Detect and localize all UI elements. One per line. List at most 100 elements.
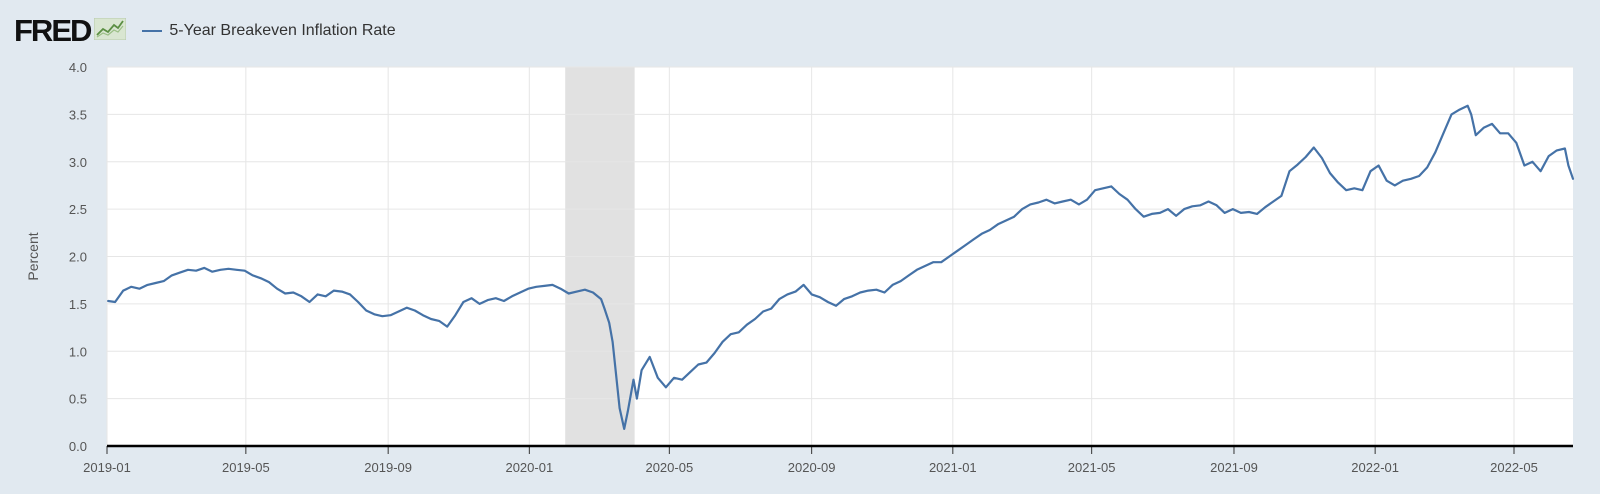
data-point [495,297,497,300]
data-point [810,293,813,296]
x-tick-label: 2022-01 [1351,460,1399,475]
data-point [162,280,165,282]
data-point [511,295,513,298]
y-tick-label: 3.5 [69,107,87,122]
data-point [636,397,638,400]
data-point [430,318,432,320]
data-point [673,377,675,379]
data-point [1272,200,1275,203]
data-point [543,285,546,287]
data-point [859,291,861,294]
data-point [1475,134,1477,136]
data-point [932,261,934,264]
data-point [1280,195,1283,197]
data-point [260,277,262,280]
data-point [1321,157,1323,159]
data-point [721,341,724,343]
data-point [778,298,781,300]
x-axis-tick-labels: 2019-01 2019-05 2019-09 2020-01 2020-05 2020-… [83,446,1538,475]
data-point [883,291,886,294]
data-point [1329,172,1331,174]
data-point [1564,147,1566,150]
data-point [1061,200,1064,203]
data-point [1466,105,1469,107]
data-point [1021,208,1023,210]
data-point [916,269,918,271]
data-point [535,286,538,288]
data-point [997,223,999,226]
legend-line-swatch [142,30,163,32]
y-axis-label: Percent [25,232,41,280]
chart-legend[interactable]: 5-Year Breakeven Inflation Rate [142,22,396,40]
data-point [618,407,621,409]
data-point [576,290,578,293]
data-point [738,331,740,334]
data-point [867,289,870,292]
data-point [1394,184,1396,187]
data-point [1385,179,1388,182]
data-point [519,291,521,294]
data-point [1151,213,1153,215]
data-point [989,229,991,231]
fred-logo-text: FRED [14,12,92,48]
data-point [1142,215,1145,218]
data-point [227,268,230,270]
data-point [171,274,173,277]
data-point [276,287,278,290]
data-point [827,301,829,303]
data-point [697,363,700,366]
x-tick-label: 2022-05 [1490,460,1538,475]
x-tick-label: 2021-05 [1068,460,1116,475]
data-point [405,306,408,309]
data-point [1572,178,1574,180]
data-point [107,300,109,302]
data-point [802,284,805,286]
data-point [611,341,614,343]
data-point [584,288,586,291]
data-point [632,378,635,381]
data-point [357,301,359,303]
data-point [819,296,821,299]
data-point [324,295,327,298]
data-point [786,293,789,296]
y-tick-label: 0.5 [69,392,87,407]
data-point [681,378,683,381]
graph-header: FRED 5-Year Breakeven Inflation Rate [14,10,396,50]
data-point [615,374,617,376]
y-tick-label: 0.0 [69,439,87,454]
data-point [211,270,214,273]
data-point [689,371,691,373]
data-point [1369,170,1372,172]
data-point [268,281,270,283]
data-point [462,301,465,303]
data-point [1353,187,1356,190]
data-point [705,361,708,364]
series-layer[interactable] [107,104,1575,430]
data-point [1070,198,1072,201]
data-point [1434,151,1437,154]
data-point [486,299,489,301]
data-point [1470,113,1472,116]
x-tick-label: 2020-09 [788,460,836,475]
data-point [648,356,651,358]
data-point [1191,205,1194,208]
data-point [154,282,157,284]
data-point [349,293,351,296]
y-tick-label: 4.0 [69,60,87,75]
data-point [1045,198,1048,201]
data-point [1523,164,1526,167]
data-point [603,307,606,310]
data-point [1183,208,1185,210]
data-point [122,289,124,292]
data-point [851,295,853,298]
data-point [729,333,732,336]
data-point [623,428,625,430]
data-point [1507,132,1509,135]
data-point [794,290,797,293]
data-point [1426,166,1428,169]
data-point [397,310,400,313]
data-point [713,352,716,354]
